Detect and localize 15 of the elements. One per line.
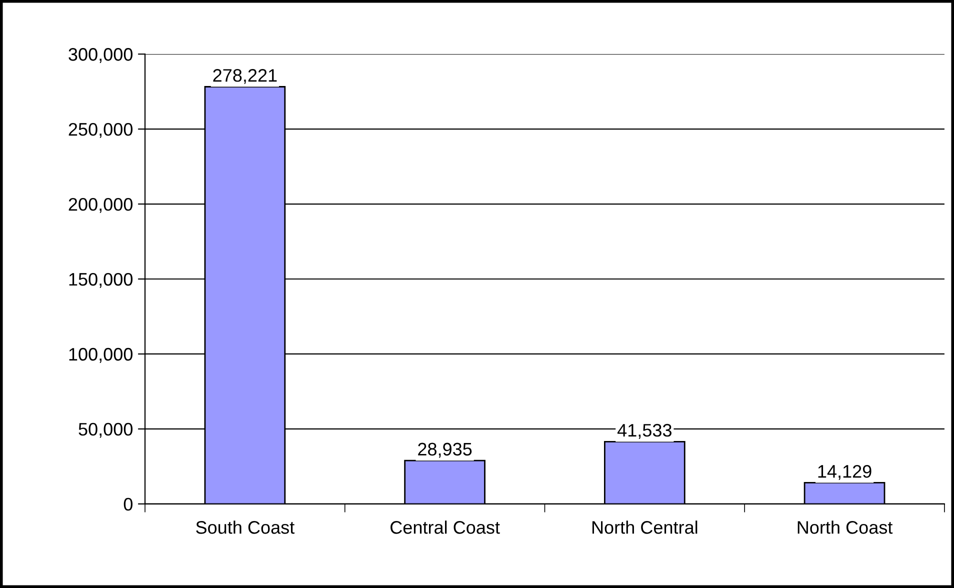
data-label: 28,935 [418,442,472,458]
x-tick-label: Central Coast [390,520,500,534]
y-tick-label: 50,000 [78,422,132,438]
x-tick-label: North Coast [798,520,893,534]
y-tick-label: 250,000 [68,123,133,138]
x-tick-label: South Coast [196,520,294,534]
data-label: 278,221 [213,69,277,84]
y-tick-label: 200,000 [68,198,133,213]
y-tick-label: 300,000 [68,48,133,63]
y-tick-label: 0 [124,498,132,511]
y-tick-label: 100,000 [69,348,133,363]
y-tick-label: 150,000 [69,272,133,288]
data-label: 14,129 [818,464,872,480]
x-tick-label: North Central [592,520,698,534]
data-label: 41,533 [617,424,672,439]
